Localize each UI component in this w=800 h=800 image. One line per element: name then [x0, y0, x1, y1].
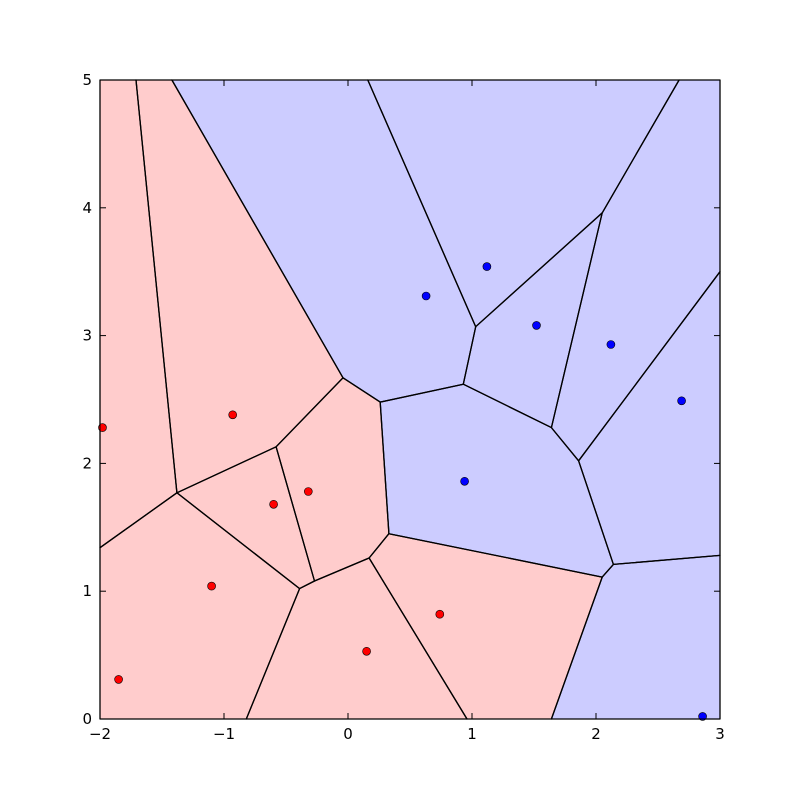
point-blue-5 — [460, 476, 469, 486]
x-tick-label: 2 — [591, 725, 601, 743]
voronoi-cell-blue-12 — [578, 271, 720, 565]
voronoi-cell-blue-10 — [551, 80, 720, 461]
x-tick-label: 1 — [467, 725, 477, 743]
y-tick-label: 3 — [82, 327, 92, 345]
voronoi-regions — [100, 80, 720, 719]
point-blue-3 — [606, 340, 616, 349]
point-red-4 — [207, 581, 216, 591]
point-red-2 — [269, 499, 278, 509]
voronoi-cell-blue-9 — [463, 212, 603, 428]
point-red-7 — [435, 609, 445, 619]
point-red-6 — [362, 646, 371, 656]
plot-frame — [99, 79, 721, 720]
point-blue-6 — [698, 712, 707, 721]
y-tick-label: 4 — [82, 199, 92, 217]
voronoi-cell-blue-8 — [367, 80, 680, 327]
point-blue-4 — [677, 396, 686, 406]
voronoi-cell-red-3 — [176, 446, 315, 589]
voronoi-cell-blue-13 — [551, 555, 720, 719]
x-tick-label: −2 — [89, 725, 111, 743]
axis-ticks: −2 −1 0 1 2 3 0 1 2 3 4 5 — [82, 71, 724, 743]
x-tick-label: −1 — [213, 725, 235, 743]
voronoi-cell-blue-7 — [171, 80, 476, 403]
voronoi-cell-red-2 — [100, 492, 300, 719]
voronoi-cell-red-5 — [246, 558, 467, 719]
x-tick-label: 0 — [343, 725, 353, 743]
voronoi-cell-red-1 — [136, 80, 343, 493]
point-blue-0 — [421, 291, 431, 301]
point-red-3 — [303, 487, 313, 496]
point-red-5 — [114, 675, 123, 684]
x-tick-label: 3 — [715, 725, 725, 743]
voronoi-cell-red-0 — [100, 80, 177, 548]
point-red-1 — [228, 410, 237, 420]
point-blue-1 — [482, 262, 492, 271]
point-blue-2 — [532, 321, 541, 330]
y-tick-label: 1 — [82, 582, 92, 600]
voronoi-cell-red-4 — [276, 377, 389, 581]
y-tick-label: 0 — [82, 710, 92, 728]
y-tick-label: 2 — [82, 454, 92, 472]
y-tick-label: 5 — [82, 71, 92, 89]
voronoi-cell-red-6 — [369, 533, 603, 719]
